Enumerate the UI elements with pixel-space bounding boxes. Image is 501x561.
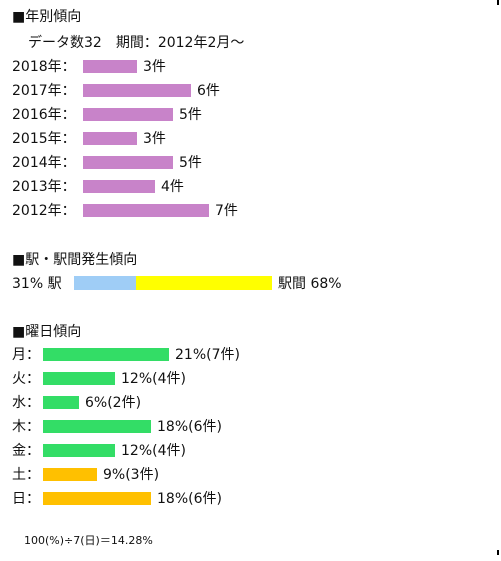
between-stations-percent-label: 駅間 68% [278, 276, 342, 292]
weekday-percent-label: 12%(4件) [121, 443, 186, 459]
year-count-label: 6件 [197, 83, 220, 99]
year-count-label: 3件 [143, 131, 166, 147]
year-count-label: 3件 [143, 59, 166, 75]
weekday-bar [43, 372, 115, 385]
weekday-row: 火： 12%(4件) [12, 369, 482, 389]
year-count-label: 5件 [179, 155, 202, 171]
station-ratio-chart: 31% 駅 駅間 68% [12, 274, 482, 294]
weekday-label: 水： [12, 395, 40, 411]
weekday-percent-label: 18%(6件) [157, 491, 222, 507]
corner-mark [497, 0, 499, 5]
weekday-bar [43, 444, 115, 457]
weekday-percent-label: 9%(3件) [103, 467, 160, 483]
station-percent-label: 31% 駅 [12, 276, 62, 292]
year-label: 2015年： [12, 131, 76, 147]
year-label: 2013年： [12, 179, 76, 195]
year-row: 2013年： 4件 [12, 177, 482, 197]
year-bar [83, 60, 137, 73]
weekday-percent-label: 6%(2件) [85, 395, 142, 411]
weekday-label: 土： [12, 467, 40, 483]
weekday-row: 月： 21%(7件) [12, 345, 482, 365]
year-bar [83, 132, 137, 145]
year-row: 2014年： 5件 [12, 153, 482, 173]
weekday-bar [43, 420, 151, 433]
year-count-label: 5件 [179, 107, 202, 123]
year-label: 2012年： [12, 203, 76, 219]
weekday-bar [43, 492, 151, 505]
year-label: 2018年： [12, 59, 76, 75]
between-stations-bar [136, 276, 272, 290]
year-bar [83, 204, 209, 217]
station-trend-title: ■駅・駅間発生傾向 [12, 252, 138, 268]
year-label: 2017年： [12, 83, 76, 99]
weekday-row: 木： 18%(6件) [12, 417, 482, 437]
weekday-label: 金： [12, 443, 40, 459]
year-count-label: 7件 [215, 203, 238, 219]
weekday-percent-label: 18%(6件) [157, 419, 222, 435]
weekday-trend-title: ■曜日傾向 [12, 324, 82, 340]
year-bar [83, 108, 173, 121]
year-row: 2017年： 6件 [12, 81, 482, 101]
station-bar [74, 276, 136, 290]
corner-mark [497, 550, 499, 555]
year-label: 2016年： [12, 107, 76, 123]
weekday-percent-label: 12%(4件) [121, 371, 186, 387]
weekday-label: 火： [12, 371, 40, 387]
weekday-row: 土： 9%(3件) [12, 465, 482, 485]
weekday-bar [43, 468, 97, 481]
year-bar [83, 180, 155, 193]
year-row: 2018年： 3件 [12, 57, 482, 77]
year-bar [83, 84, 191, 97]
weekday-label: 日： [12, 491, 40, 507]
average-footnote: 100(%)÷7(日)＝14.28% [24, 534, 153, 547]
weekday-label: 月： [12, 347, 40, 363]
year-count-label: 4件 [161, 179, 184, 195]
year-row: 2015年： 3件 [12, 129, 482, 149]
weekday-row: 金： 12%(4件) [12, 441, 482, 461]
weekday-bar [43, 348, 169, 361]
year-label: 2014年： [12, 155, 76, 171]
yearly-trend-title: ■年別傾向 [12, 9, 82, 25]
weekday-bar [43, 396, 79, 409]
data-count-text: データ数32 期間：2012年2月～ [28, 35, 245, 51]
year-row: 2016年： 5件 [12, 105, 482, 125]
year-row: 2012年： 7件 [12, 201, 482, 221]
weekday-label: 木： [12, 419, 40, 435]
weekday-row: 日： 18%(6件) [12, 489, 482, 509]
year-bar [83, 156, 173, 169]
weekday-percent-label: 21%(7件) [175, 347, 240, 363]
weekday-row: 水： 6%(2件) [12, 393, 482, 413]
